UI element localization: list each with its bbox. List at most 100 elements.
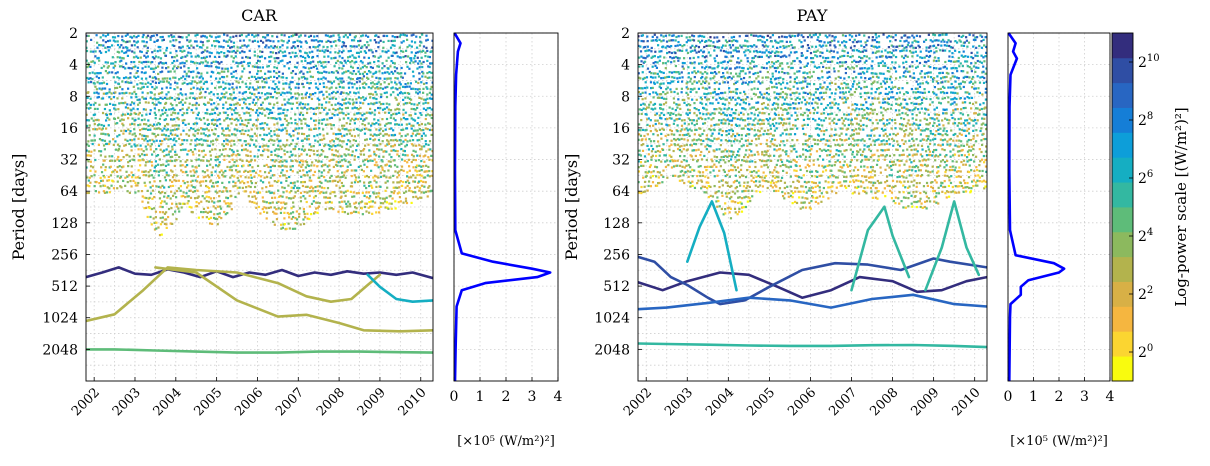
car-ridge-dot xyxy=(342,191,346,194)
car-ridge-dot xyxy=(422,180,425,184)
car-ridge-dot xyxy=(285,170,289,173)
car-ridge-dot xyxy=(151,138,154,142)
car-ridge-dot xyxy=(180,206,183,209)
pay-ridge-dot xyxy=(689,39,692,42)
car-ridge-dot xyxy=(345,122,348,125)
pay-ridge-dot xyxy=(726,76,729,79)
car-ridge-dot xyxy=(238,186,241,189)
car-ridge-dot xyxy=(159,36,162,39)
pay-ridge-dot xyxy=(655,112,658,115)
car-ridge-dot xyxy=(412,61,415,64)
car-ridge-dot xyxy=(394,186,397,189)
car-ridge-dot xyxy=(387,77,390,80)
car-ridge-dot xyxy=(169,40,172,43)
pay-ridge-dot xyxy=(676,124,679,127)
car-ridge-dot xyxy=(241,186,244,190)
car-xtick-label: 2005 xyxy=(191,385,225,419)
car-ridge-dot xyxy=(144,71,147,74)
car-ridge-dot xyxy=(253,35,256,38)
car-ridge-dot xyxy=(199,118,203,121)
car-ridge-dot xyxy=(220,60,223,64)
pay-ridge-dot xyxy=(656,119,659,122)
car-ridge-dot xyxy=(102,65,106,68)
car-ridge-dot xyxy=(210,140,213,143)
car-ridge-dot xyxy=(230,139,233,142)
pay-ridge-dot xyxy=(700,35,704,38)
car-ridge-dot xyxy=(234,169,238,172)
car-ridge-dot xyxy=(281,164,284,167)
car-ridge-dot xyxy=(141,91,144,94)
car-ridge-dot xyxy=(315,159,318,162)
car-ridge-dot xyxy=(110,97,113,101)
pay-ridge-dot xyxy=(683,166,686,169)
car-ridge-dot xyxy=(309,186,312,189)
car-ridge-dot xyxy=(131,122,134,125)
car-ridge-dot xyxy=(281,160,284,163)
car-ridge-dot xyxy=(304,56,307,60)
car-ridge-dot xyxy=(384,124,387,127)
pay-ridge-dot xyxy=(668,34,671,37)
car-ridge-dot xyxy=(375,161,378,164)
pay-ridge-dot xyxy=(707,82,711,85)
car-ridge-dot xyxy=(98,43,101,47)
car-ridge-dot xyxy=(191,211,194,214)
pay-ridge-dot xyxy=(670,51,673,55)
pay-ridge-dot xyxy=(691,71,694,74)
car-ridge-dot xyxy=(185,36,188,39)
car-ridge-dot xyxy=(296,137,299,140)
pay-ridge-dot xyxy=(711,165,714,168)
car-ridge-dot xyxy=(105,82,109,86)
car-ridge-dot xyxy=(176,134,179,137)
pay-ridge-dot xyxy=(679,174,682,178)
car-ridge-dot xyxy=(260,55,264,58)
car-ridge-dot xyxy=(235,154,238,157)
car-ridge-dot xyxy=(390,70,393,74)
car-ridge-dot xyxy=(106,33,110,36)
car-ridge-dot xyxy=(144,97,147,100)
pay-ridge-dot xyxy=(664,76,667,79)
car-ridge-dot xyxy=(218,112,222,115)
car-ridge-dot xyxy=(340,103,344,107)
car-ridge-dot xyxy=(287,39,291,42)
car-ridge-dot xyxy=(184,93,187,96)
car-ridge-dot xyxy=(381,72,384,75)
car-ridge-dot xyxy=(259,122,262,126)
car-ridge-dot xyxy=(377,56,380,59)
car-ridge-dot xyxy=(100,44,103,47)
car-ridge-dot xyxy=(261,196,264,199)
car-ridge-dot xyxy=(171,35,174,39)
car-ridge-dot xyxy=(353,113,356,116)
car-ridge-dot xyxy=(147,60,150,64)
car-ridge-dot xyxy=(217,52,221,55)
pay-ridge-dot xyxy=(705,80,708,83)
pay-ridge-dot xyxy=(726,61,730,64)
car-ridge-dot xyxy=(230,66,233,69)
pay-ridge-dot xyxy=(670,45,673,48)
car-ridge-dot xyxy=(253,50,256,53)
car-ridge-dot xyxy=(169,197,172,200)
car-ridge-dot xyxy=(146,34,150,37)
car-ridge-dot xyxy=(139,159,142,162)
car-ridge-dot xyxy=(418,173,421,177)
pay-ridge-dot xyxy=(713,112,716,115)
car-ridge-dot xyxy=(101,139,104,142)
car-ridge-dot xyxy=(236,49,239,53)
pay-ridge-dot xyxy=(703,185,707,189)
car-ridge-dot xyxy=(314,82,317,85)
car-ridge-dot xyxy=(226,205,229,208)
pay-ridge-dot xyxy=(668,75,671,78)
pay-ridge-dot xyxy=(724,119,727,122)
car-ridge-dot xyxy=(253,93,256,96)
pay-ridge-dot xyxy=(691,88,694,91)
pay-ridge-dot xyxy=(649,81,653,84)
car-ridge-dot xyxy=(182,75,185,78)
car-ridge-dot xyxy=(163,176,167,179)
car-ridge-dot xyxy=(136,66,140,69)
car-ridge-dot xyxy=(186,180,189,184)
car-ridge-dot xyxy=(157,190,161,194)
car-ridge-dot xyxy=(152,67,155,70)
car-ridge-dot xyxy=(310,179,313,182)
car-ridge-dot xyxy=(106,179,109,182)
pay-ridge-dot xyxy=(713,163,716,166)
car-ridge-dot xyxy=(295,82,299,85)
